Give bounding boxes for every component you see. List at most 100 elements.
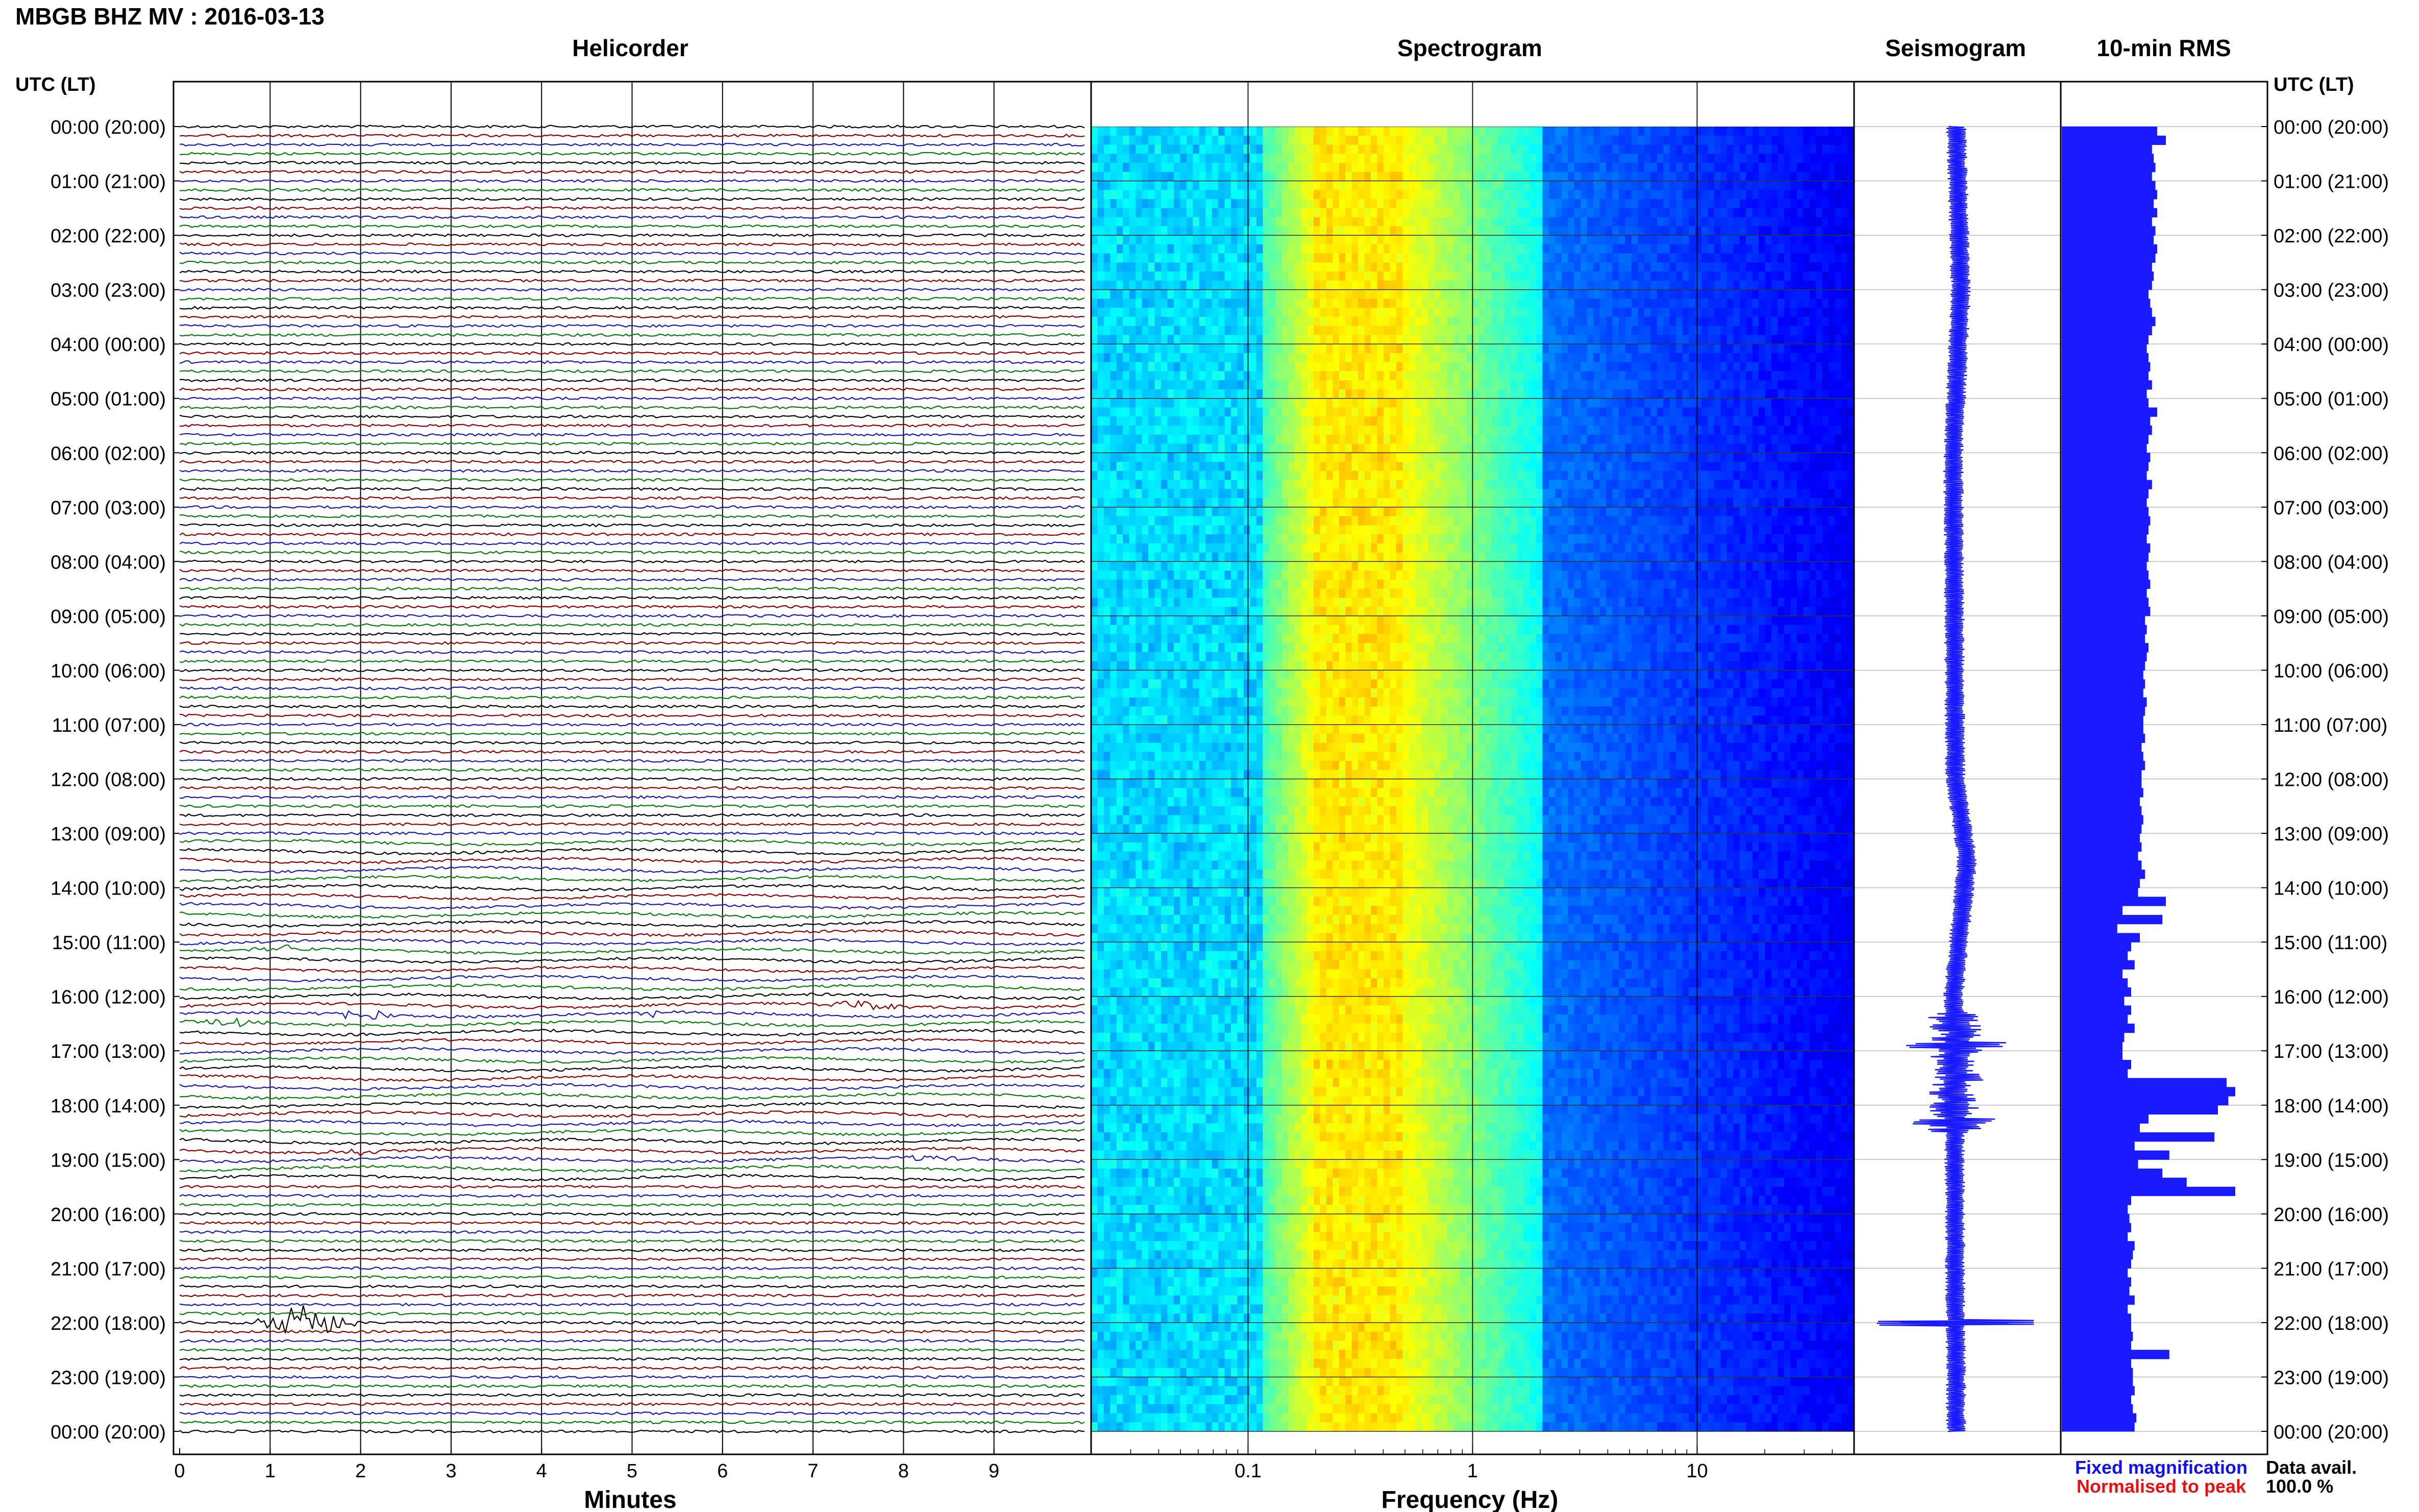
spectrogram-cell <box>1244 634 1250 643</box>
spectrogram-cell <box>1250 317 1257 326</box>
spectrogram-cell <box>1238 326 1244 335</box>
spectrogram-cell <box>1269 1250 1276 1259</box>
spectrogram-cell <box>1091 462 1098 471</box>
spectrogram-cell <box>1161 281 1168 290</box>
spectrogram-cell <box>1168 1304 1174 1313</box>
spectrogram-cell <box>1098 670 1104 679</box>
spectrogram-cell <box>1231 154 1238 163</box>
spectrogram-cell <box>1098 1368 1104 1377</box>
spectrogram-cell <box>1110 997 1117 1006</box>
spectrogram-cell <box>1238 399 1244 408</box>
spectrogram-cell <box>1282 1096 1289 1105</box>
spectrogram-cell <box>1250 616 1257 625</box>
spectrogram-cell <box>1205 399 1212 408</box>
spectrogram-cell <box>1288 589 1295 598</box>
spectrogram-cell <box>1250 997 1257 1006</box>
spectrogram-cell <box>1256 589 1263 598</box>
spectrogram-cell <box>1238 1386 1244 1395</box>
spectrogram-cell <box>1231 1069 1238 1078</box>
spectrogram-cell <box>1256 1259 1263 1269</box>
spectrogram-cell <box>1275 244 1282 254</box>
spectrogram-cell <box>1263 1132 1269 1142</box>
spectrogram-cell <box>1263 399 1269 408</box>
spectrogram-cell <box>1142 380 1149 389</box>
spectrogram-cell <box>1288 1223 1295 1232</box>
spectrogram-cell <box>1136 933 1142 942</box>
spectrogram-cell <box>1098 852 1104 861</box>
spectrogram-cell <box>1110 1087 1117 1096</box>
spectrogram-cell <box>1148 1223 1155 1232</box>
spectrogram-cell <box>1136 1033 1142 1042</box>
spectrogram-cell <box>1282 1404 1289 1414</box>
spectrogram-cell <box>1205 978 1212 987</box>
spectrogram-cell <box>1155 1268 1162 1277</box>
spectrogram-cell <box>1155 1296 1162 1305</box>
spectrogram-cell <box>1174 706 1180 715</box>
spectrogram-cell <box>1295 254 1301 263</box>
spectrogram-cell <box>1275 598 1282 607</box>
spectrogram-cell <box>1180 271 1187 281</box>
spectrogram-cell <box>1212 1350 1219 1359</box>
spectrogram-cell <box>1155 842 1162 852</box>
spectrogram-cell <box>1231 235 1238 244</box>
spectrogram-cell <box>1250 163 1257 172</box>
spectrogram-cell <box>1136 580 1142 589</box>
spectrogram-cell <box>1231 335 1238 344</box>
spectrogram-cell <box>1098 353 1104 362</box>
spectrogram-cell <box>1098 462 1104 471</box>
spectrogram-cell <box>1110 1033 1117 1042</box>
spectrogram-cell <box>1155 1386 1162 1395</box>
spectrogram-cell <box>1301 408 1307 417</box>
spectrogram-cell <box>1104 815 1110 825</box>
spectrogram-cell <box>1168 1404 1174 1414</box>
spectrogram-cell <box>1091 281 1098 290</box>
spectrogram-cell <box>1301 779 1307 788</box>
spectrogram-cell <box>1269 942 1276 951</box>
spectrogram-cell <box>1199 408 1206 417</box>
spectrogram-cell <box>1136 416 1142 426</box>
spectrogram-cell <box>1168 580 1174 589</box>
spectrogram-cell <box>1205 235 1212 244</box>
spectrogram-cell <box>1275 1042 1282 1051</box>
spectrogram-cell <box>1136 1259 1142 1269</box>
spectrogram-cell <box>1288 1159 1295 1169</box>
spectrogram-cell <box>1288 462 1295 471</box>
spectrogram-cell <box>1117 208 1123 217</box>
spectrogram-cell <box>1288 444 1295 453</box>
spectrogram-cell <box>1168 235 1174 244</box>
spectrogram-cell <box>1104 1359 1110 1368</box>
spectrogram-cell <box>1250 643 1257 652</box>
spectrogram-cell <box>1091 870 1098 879</box>
spectrogram-cell <box>1256 1268 1263 1277</box>
spectrogram-cell <box>1187 806 1193 815</box>
spectrogram-cell <box>1250 217 1257 227</box>
spectrogram-cell <box>1301 226 1307 235</box>
spectrogram-cell <box>1269 860 1276 870</box>
spectrogram-cell <box>1142 1087 1149 1096</box>
spectrogram-cell <box>1129 607 1136 616</box>
spectrogram-cell <box>1238 580 1244 589</box>
spectrogram-cell <box>1301 589 1307 598</box>
spectrogram-cell <box>1155 1069 1162 1078</box>
spectrogram-cell <box>1110 389 1117 399</box>
spectrogram-cell <box>1110 254 1117 263</box>
spectrogram-cell <box>1174 951 1180 960</box>
spectrogram-cell <box>1180 1422 1187 1431</box>
spectrogram-cell <box>1129 806 1136 815</box>
spectrogram-cell <box>1295 1332 1301 1341</box>
spectrogram-cell <box>1193 1024 1199 1033</box>
spectrogram-cell <box>1199 326 1206 335</box>
spectrogram-cell <box>1199 525 1206 534</box>
spectrogram-cell <box>1091 688 1098 698</box>
spectrogram-cell <box>1136 353 1142 362</box>
spectrogram-cell <box>1180 1341 1187 1350</box>
spectrogram-cell <box>1244 1368 1250 1377</box>
spectrogram-cell <box>1180 235 1187 244</box>
spectrogram-cell <box>1155 1214 1162 1223</box>
spectrogram-cell <box>1168 960 1174 970</box>
spectrogram-cell <box>1205 480 1212 489</box>
spectrogram-cell <box>1282 688 1289 698</box>
spectrogram-cell <box>1250 380 1257 389</box>
spectrogram-cell <box>1091 416 1098 426</box>
spectrogram-cell <box>1161 1359 1168 1368</box>
